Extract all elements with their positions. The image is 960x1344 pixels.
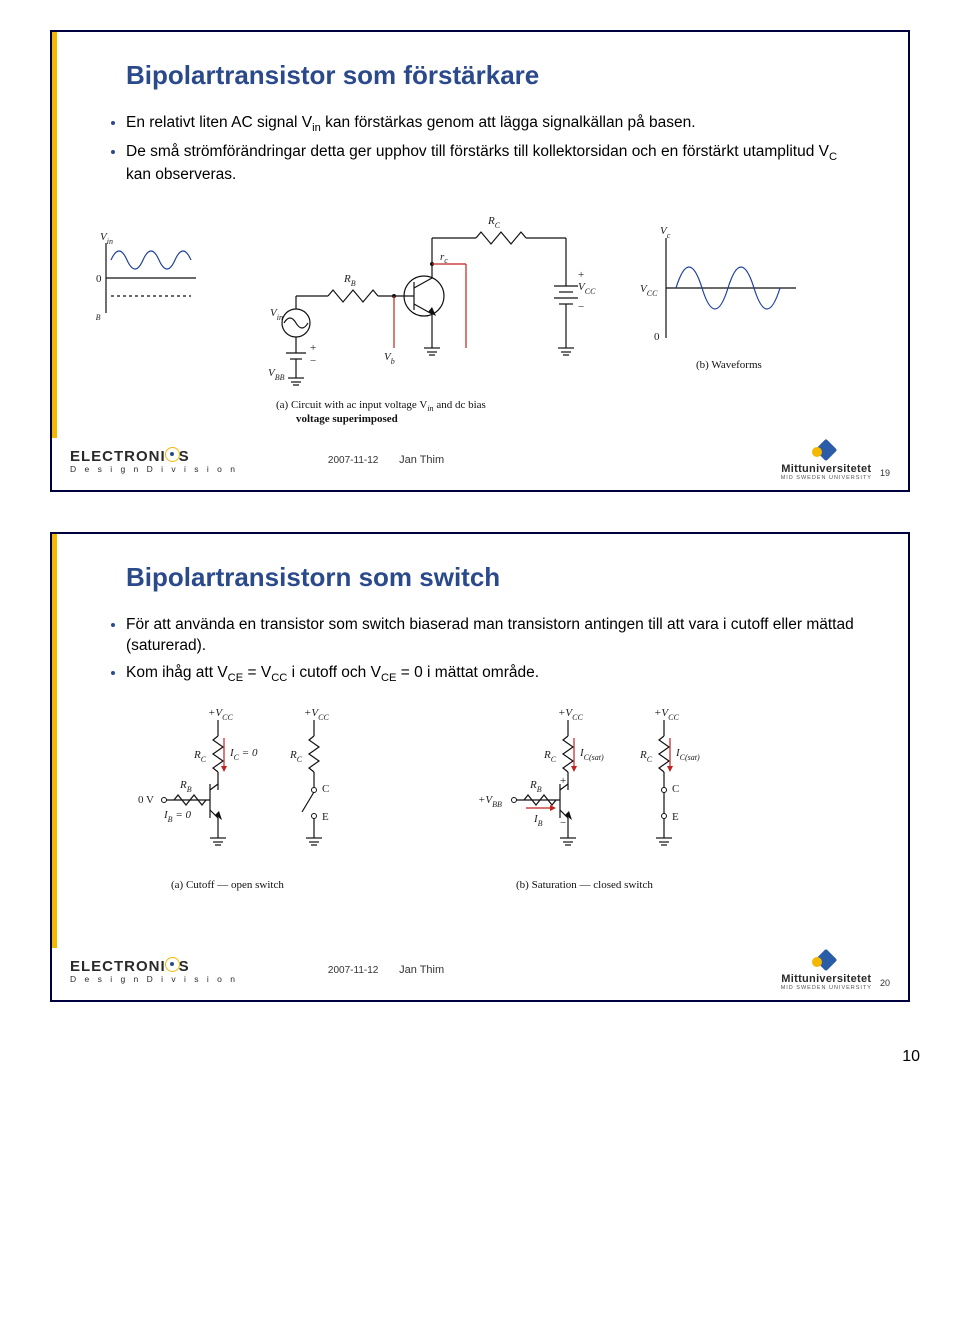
slide-1: Bipolartransistor som förstärkare En rel… bbox=[50, 30, 910, 492]
label-minus-b: − bbox=[560, 817, 566, 829]
label-vin2: Vin bbox=[270, 307, 283, 322]
footer-date: 2007-11-12 bbox=[328, 965, 378, 976]
label-plus: + bbox=[310, 342, 316, 354]
label-rb: RB bbox=[343, 273, 356, 288]
caption-b: (b) Waveforms bbox=[696, 359, 762, 371]
label-plus2: + bbox=[578, 269, 584, 281]
label-pvcc-a1: +VCC bbox=[208, 707, 233, 722]
miun-logo: Mittuniversitetet MID SWEDEN UNIVERSITY bbox=[781, 439, 872, 481]
accent-bar bbox=[52, 534, 57, 948]
caption-a: (a) Circuit with ac input voltage Vin an… bbox=[276, 399, 486, 413]
label-vcc: VCC bbox=[578, 281, 596, 296]
slide-title: Bipolartransistorn som switch bbox=[126, 562, 864, 593]
bullet-list: En relativt liten AC signal Vin kan förs… bbox=[106, 113, 864, 186]
label-vc-tap: rc bbox=[440, 251, 448, 265]
slide-number: 20 bbox=[880, 978, 890, 996]
label-pvcc-b2: +VCC bbox=[654, 707, 679, 722]
label-0v: 0 V bbox=[138, 794, 154, 806]
label-pvcc-a2: +VCC bbox=[304, 707, 329, 722]
label-rb-a1: RB bbox=[179, 779, 192, 794]
label-vb: Vb bbox=[384, 351, 395, 366]
caption-b2: (b) Saturation — closed switch bbox=[516, 879, 653, 891]
label-pvbb: +VBB bbox=[478, 794, 502, 809]
slide-footer: ELECTRONIS D e s i g n D i v i s i o n 2… bbox=[52, 944, 908, 1000]
caption-a2: voltage superimposed bbox=[296, 413, 398, 425]
footer-meta: 2007-11-12 Jan Thim bbox=[238, 964, 781, 976]
footer-author: Jan Thim bbox=[399, 454, 444, 466]
bullet-item: Kom ihåg att VCE = VCC i cutoff och VCE … bbox=[126, 663, 854, 686]
switch-diagram: +VCC RC IC = 0 bbox=[96, 698, 864, 938]
label-vbb: VBB bbox=[96, 307, 101, 322]
label-rc-a2: RC bbox=[289, 749, 303, 764]
label-rc-b1: RC bbox=[543, 749, 557, 764]
label-rc-b2: RC bbox=[639, 749, 653, 764]
slide-title: Bipolartransistor som förstärkare bbox=[126, 60, 864, 91]
bullet-item: För att använda en transistor som switch… bbox=[126, 615, 854, 657]
page-number: 10 bbox=[0, 1042, 960, 1086]
circuit-diagram: Vin VBB 0 Vin bbox=[96, 198, 864, 428]
label-c-a: C bbox=[322, 783, 329, 795]
label-vc: Vc bbox=[660, 225, 671, 240]
label-rc: RC bbox=[487, 215, 501, 230]
footer-date: 2007-11-12 bbox=[328, 455, 378, 466]
label-plus-b: + bbox=[560, 775, 566, 787]
bullet-item: En relativt liten AC signal Vin kan förs… bbox=[126, 113, 854, 136]
label-vbb2: VBB bbox=[268, 367, 285, 382]
electronics-logo: ELECTRONIS D e s i g n D i v i s i o n bbox=[70, 956, 238, 984]
label-icsat: IC(sat) bbox=[579, 747, 604, 762]
label-ic0: IC = 0 bbox=[229, 747, 258, 762]
label-zero: 0 bbox=[96, 273, 102, 285]
bullet-list: För att använda en transistor som switch… bbox=[106, 615, 864, 686]
label-vcc2: VCC bbox=[640, 283, 658, 298]
miun-logo: Mittuniversitetet MID SWEDEN UNIVERSITY bbox=[781, 949, 872, 991]
electronics-logo: ELECTRONIS D e s i g n D i v i s i o n bbox=[70, 446, 238, 474]
label-minus: − bbox=[310, 355, 316, 367]
label-e-b: E bbox=[672, 811, 679, 823]
footer-author: Jan Thim bbox=[399, 964, 444, 976]
bullet-item: De små strömförändringar detta ger uppho… bbox=[126, 142, 854, 186]
label-pvcc-b1: +VCC bbox=[558, 707, 583, 722]
slide-number: 19 bbox=[880, 468, 890, 486]
slide-2: Bipolartransistorn som switch För att an… bbox=[50, 532, 910, 1002]
footer-meta: 2007-11-12 Jan Thim bbox=[238, 454, 781, 466]
label-e-a: E bbox=[322, 811, 329, 823]
label-zero2: 0 bbox=[654, 331, 660, 343]
label-rb-b1: RB bbox=[529, 779, 542, 794]
label-minus2: − bbox=[578, 301, 584, 313]
slide-footer: ELECTRONIS D e s i g n D i v i s i o n 2… bbox=[52, 434, 908, 490]
label-ib: IB bbox=[533, 813, 543, 828]
accent-bar bbox=[52, 32, 57, 438]
label-rc-a1: RC bbox=[193, 749, 207, 764]
label-vin: Vin bbox=[100, 231, 113, 246]
label-icsat2: IC(sat) bbox=[675, 747, 700, 762]
label-c-b: C bbox=[672, 783, 679, 795]
label-ib0: IB = 0 bbox=[163, 809, 191, 824]
caption-a2: (a) Cutoff — open switch bbox=[171, 879, 284, 891]
